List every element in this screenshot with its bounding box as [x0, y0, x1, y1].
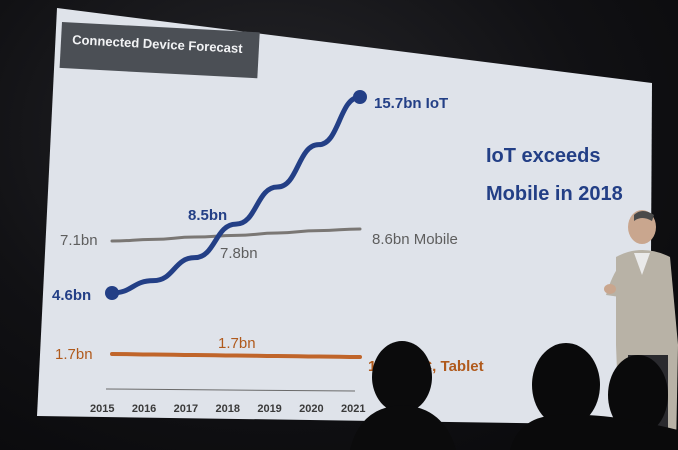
x-tick-2021: 2021 [341, 403, 365, 415]
series-line-mobile [110, 227, 362, 243]
x-tick-2016: 2016 [132, 403, 156, 415]
x-axis-ticks: 2015 2016 2017 2018 2019 2020 2021 [90, 403, 365, 415]
series-line-pc-tablet [110, 352, 362, 359]
annotation-line-2: Mobile in 2018 [486, 183, 623, 205]
x-tick-2019: 2019 [257, 403, 281, 415]
iot-start-point [105, 286, 119, 300]
x-tick-2017: 2017 [174, 403, 198, 415]
audience-silhouettes [350, 341, 678, 450]
annotation-line-1: IoT exceeds [486, 145, 601, 167]
mobile-start-label: 7.1bn [60, 232, 98, 249]
iot-2018-label: 8.5bn [188, 207, 227, 224]
x-tick-2018: 2018 [216, 403, 240, 415]
x-tick-2015: 2015 [90, 403, 114, 415]
chart-title-bar [59, 21, 260, 79]
pc-2018-label: 1.7bn [218, 335, 256, 352]
iot-end-label: 15.7bn IoT [374, 95, 448, 112]
x-tick-2020: 2020 [299, 403, 323, 415]
mobile-2018-label: 7.8bn [220, 245, 258, 262]
series-line-iot [109, 94, 363, 296]
iot-end-point [353, 90, 367, 104]
pc-start-label: 1.7bn [55, 346, 93, 363]
mobile-end-label: 8.6bn Mobile [372, 231, 458, 248]
screen-surface [37, 8, 652, 425]
iot-start-label: 4.6bn [52, 287, 91, 304]
x-axis-line [105, 388, 356, 392]
